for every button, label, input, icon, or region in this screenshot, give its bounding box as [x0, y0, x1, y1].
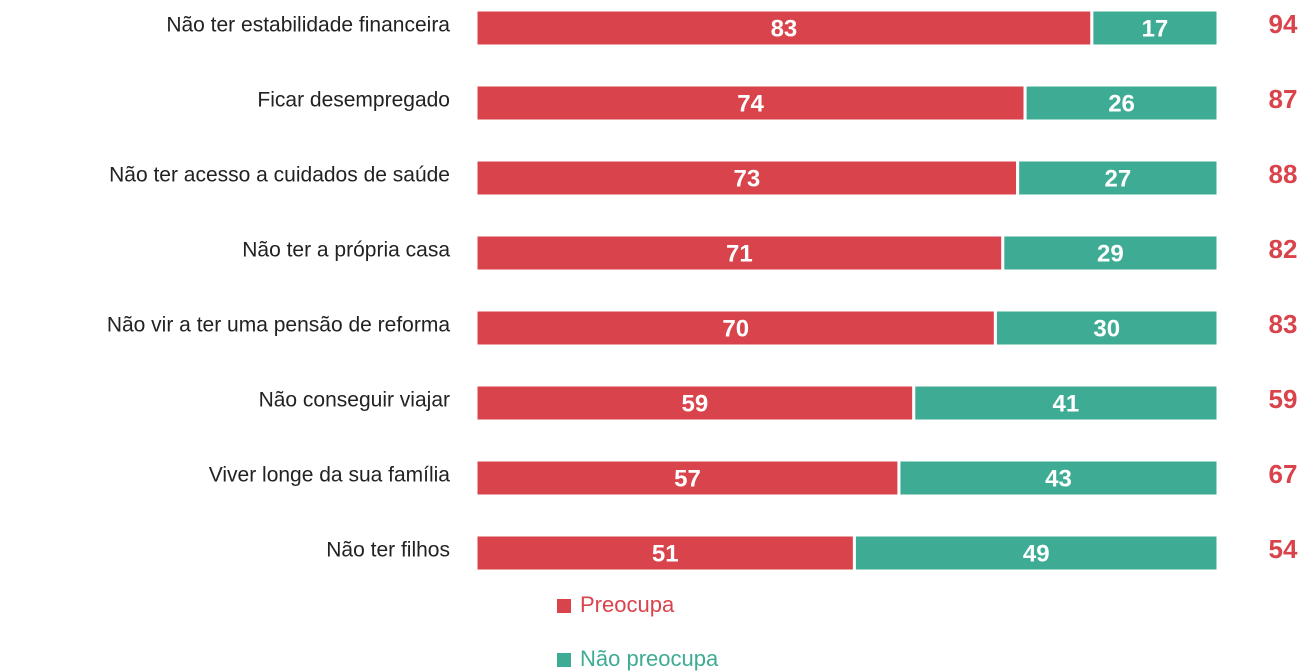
- category-label: Não conseguir viajar: [259, 389, 450, 412]
- value-label: 70: [722, 315, 749, 342]
- bar-segment: [1090, 8, 1220, 48]
- legend-swatch: [557, 653, 571, 667]
- value-label: 57: [674, 465, 701, 492]
- value-label: 30: [1093, 315, 1120, 342]
- bar-segment: [474, 458, 901, 498]
- value-label: 71: [726, 240, 753, 267]
- legend-label: Preocupa: [580, 592, 675, 617]
- side-value: 82: [1269, 234, 1298, 264]
- category-label: Não vir a ter uma pensão de reforma: [107, 314, 450, 337]
- bar-segment: [1001, 233, 1220, 273]
- bar-segment: [474, 8, 1094, 48]
- side-value: 94: [1269, 9, 1298, 39]
- bar-segment: [474, 83, 1027, 123]
- value-label: 17: [1142, 15, 1169, 42]
- side-value: 83: [1269, 309, 1298, 339]
- value-label: 43: [1045, 465, 1072, 492]
- bar-segment: [852, 533, 1220, 573]
- value-label: 59: [682, 390, 709, 417]
- value-label: 74: [737, 90, 764, 117]
- bar-segment: [897, 458, 1220, 498]
- bar-segment: [912, 383, 1220, 423]
- side-value: 88: [1269, 159, 1298, 189]
- category-label: Viver longe da sua família: [209, 464, 451, 487]
- bar-segment: [474, 233, 1005, 273]
- bar-segment: [474, 308, 997, 348]
- bar-segment: [474, 158, 1020, 198]
- value-label: 41: [1053, 390, 1080, 417]
- category-label: Ficar desempregado: [257, 89, 450, 112]
- side-value: 67: [1269, 459, 1298, 489]
- category-label: Não ter acesso a cuidados de saúde: [109, 164, 450, 187]
- bar-segment: [1016, 158, 1220, 198]
- value-label: 27: [1104, 165, 1131, 192]
- category-label: Não ter estabilidade financeira: [166, 14, 450, 37]
- legend-swatch: [557, 599, 571, 613]
- value-label: 49: [1023, 540, 1050, 567]
- value-label: 73: [733, 165, 760, 192]
- value-label: 51: [652, 540, 679, 567]
- category-label: Não ter a própria casa: [242, 239, 450, 262]
- side-value: 59: [1269, 384, 1298, 414]
- legend-label: Não preocupa: [580, 646, 719, 671]
- value-label: 29: [1097, 240, 1124, 267]
- side-value: 87: [1269, 84, 1298, 114]
- side-value: 54: [1269, 534, 1298, 564]
- bar-segment: [993, 308, 1220, 348]
- category-label: Não ter filhos: [326, 539, 450, 562]
- value-label: 83: [771, 15, 798, 42]
- value-label: 26: [1108, 90, 1135, 117]
- bar-segment: [1023, 83, 1220, 123]
